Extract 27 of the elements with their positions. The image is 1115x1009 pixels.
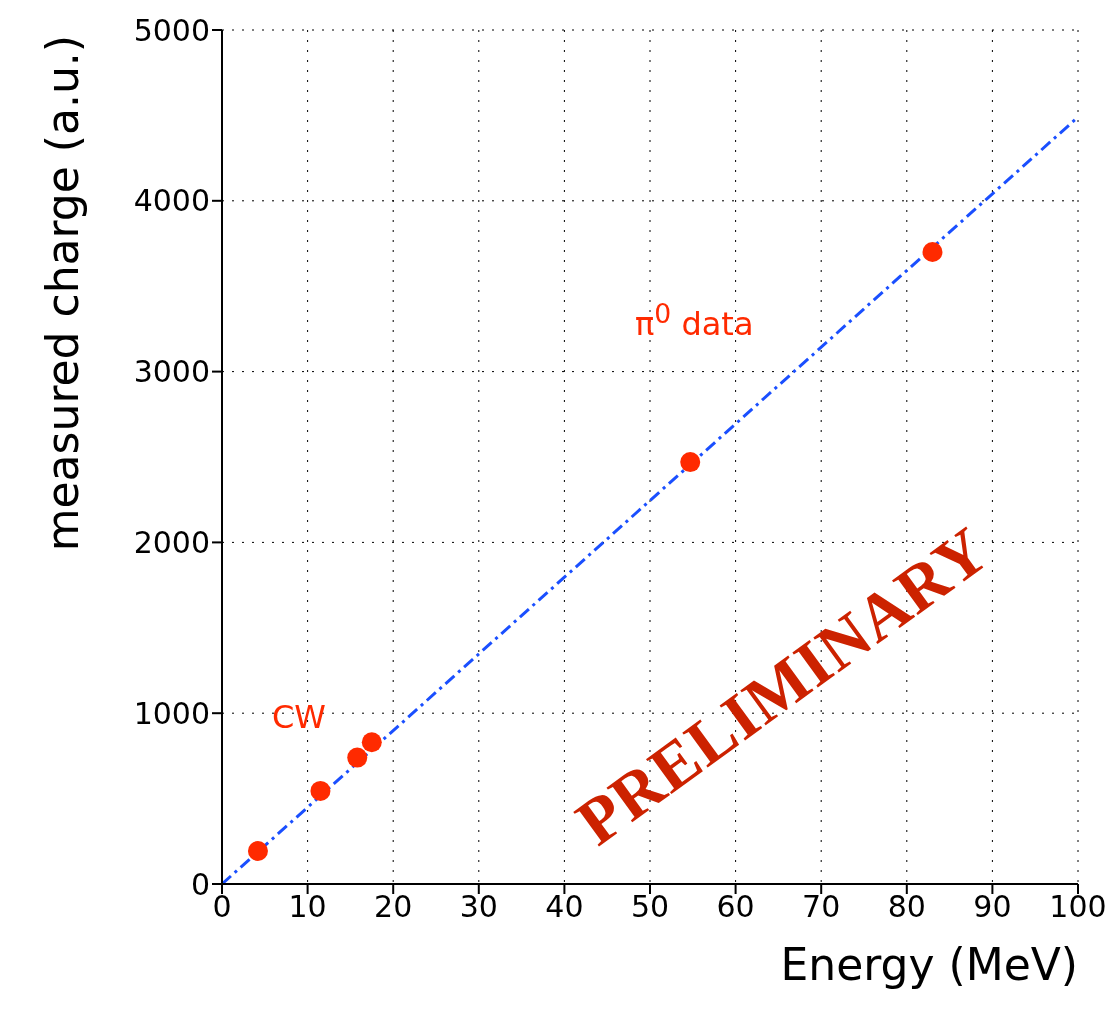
x-tick-label: 0 <box>212 889 232 925</box>
x-tick-label: 50 <box>630 889 670 925</box>
y-axis-title: measured charge (a.u.) <box>37 35 88 552</box>
x-tick-label: 100 <box>1049 889 1107 925</box>
point <box>922 242 943 263</box>
y-tick-label: 5000 <box>133 12 210 48</box>
y-tick-label: 0 <box>190 866 210 902</box>
x-tick-label: 90 <box>973 889 1012 925</box>
y-tick-label: 3000 <box>133 354 210 390</box>
x-tick-label: 20 <box>374 889 413 925</box>
point <box>680 452 701 473</box>
x-tick-label: 30 <box>459 889 498 925</box>
y-tick-label: 1000 <box>133 695 210 731</box>
point <box>310 780 331 801</box>
annotation: π$^{0}$ data <box>635 298 754 343</box>
x-tick-label: 70 <box>802 889 841 925</box>
point <box>361 732 382 753</box>
x-tick-label: 10 <box>288 889 327 925</box>
x-axis-title: Energy (MeV) <box>780 939 1078 990</box>
x-tick-label: 80 <box>887 889 926 925</box>
annotation: CW <box>272 698 326 736</box>
point <box>247 841 268 862</box>
point <box>347 747 368 768</box>
x-tick-label: 60 <box>716 889 755 925</box>
y-tick-label: 4000 <box>133 183 210 219</box>
y-tick-label: 2000 <box>133 525 210 561</box>
x-tick-label: 40 <box>545 889 584 925</box>
